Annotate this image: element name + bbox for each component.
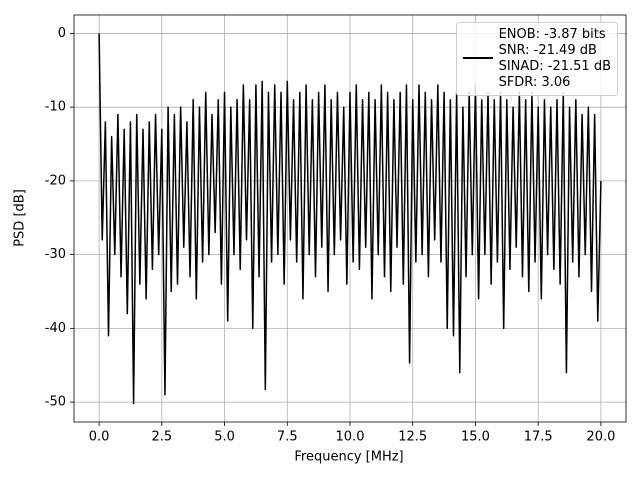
y-axis-label: PSD [dB] [13, 189, 28, 247]
x-tick-label: 20.0 [586, 430, 615, 445]
x-tick-label: 5.0 [214, 430, 235, 445]
y-tick-label: -10 [45, 100, 66, 115]
x-tick-label: 17.5 [524, 430, 553, 445]
x-tick-label: 15.0 [461, 430, 490, 445]
legend-swatch [462, 57, 493, 59]
y-tick-label: -50 [45, 395, 66, 410]
y-tick-label: -30 [45, 247, 66, 262]
x-tick-label: 7.5 [277, 430, 298, 445]
y-tick-label: 0 [58, 26, 66, 41]
x-tick-label: 10.0 [336, 430, 365, 445]
legend-label: ENOB: -3.87 bits SNR: -21.49 dB SINAD: -… [498, 27, 611, 90]
y-tick-label: -20 [45, 173, 66, 188]
x-axis-label: Frequency [MHz] [294, 450, 403, 465]
legend: ENOB: -3.87 bits SNR: -21.49 dB SINAD: -… [455, 22, 618, 96]
x-tick-label: 2.5 [151, 430, 172, 445]
line [98, 33, 602, 405]
y-tick-label: -40 [45, 321, 66, 336]
plot-frame [73, 14, 627, 423]
x-tick-label: 0.0 [89, 430, 110, 445]
x-tick-label: 12.5 [398, 430, 427, 445]
